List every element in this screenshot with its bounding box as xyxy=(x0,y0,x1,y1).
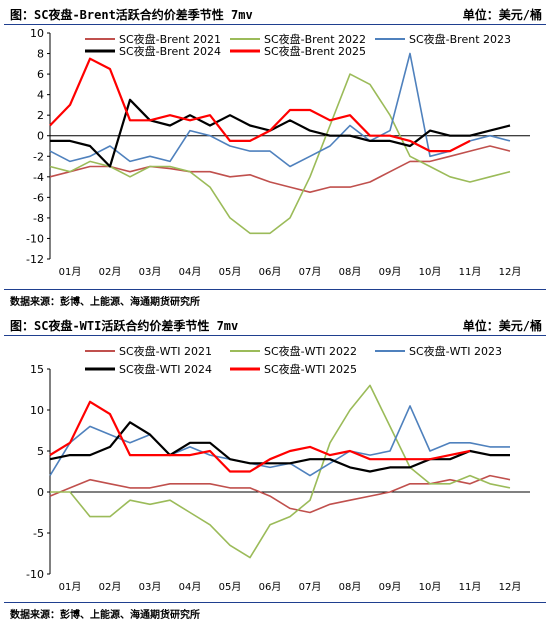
unit-label: 单位：美元/桶 xyxy=(463,6,542,23)
chart-panel-wti: 图：SC夜盘-WTI活跃合约价差季节性 7mv 单位：美元/桶 15 10 5 0 -5… xyxy=(0,311,550,622)
y-tick-label: -6 xyxy=(33,191,44,204)
y-tick-label: -12 xyxy=(26,253,44,266)
series-line xyxy=(50,54,510,167)
x-tick-label: 11月 xyxy=(459,266,482,278)
x-tick-label: 07月 xyxy=(299,581,322,593)
x-tick-label: 05月 xyxy=(219,581,242,593)
x-tick-label: 02月 xyxy=(99,581,122,593)
legend-label: SC夜盘-WTI 2024 xyxy=(119,362,212,376)
y-tick-label: -10 xyxy=(26,568,44,581)
x-tick-label: 12月 xyxy=(499,266,522,278)
x-tick-label: 10月 xyxy=(419,266,442,278)
legend-label: SC夜盘-WTI 2025 xyxy=(264,362,357,376)
legend-label: SC夜盘-Brent 2024 xyxy=(119,44,221,58)
y-tick-label: 10 xyxy=(30,404,44,417)
y-tick-label: -4 xyxy=(33,171,44,184)
y-tick-label: 6 xyxy=(37,68,44,81)
x-tick-label: 03月 xyxy=(139,581,162,593)
x-tick-label: 07月 xyxy=(299,266,322,278)
y-tick-label: -2 xyxy=(33,150,44,163)
series-line xyxy=(50,406,510,476)
series-line xyxy=(50,100,510,167)
y-tick-label: 4 xyxy=(37,89,44,102)
y-tick-label: -10 xyxy=(26,232,44,245)
y-tick-label: 5 xyxy=(37,445,44,458)
x-tick-label: 04月 xyxy=(179,581,202,593)
y-tick-label: 15 xyxy=(30,363,44,376)
seasonal-line-chart: 10 8 6 4 2 0 -2 -4 -6 -8 -10 -12 01月 02月 03月 04月 05月 06月 0… xyxy=(0,25,550,287)
source-note: 数据来源：彭博、上能源、海通期货研究所 xyxy=(10,606,200,621)
legend-label: SC夜盘-WTI 2022 xyxy=(264,344,357,358)
legend-label: SC夜盘-Brent 2021 xyxy=(119,32,221,46)
y-tick-label: 10 xyxy=(30,27,44,40)
legend-label: SC夜盘-Brent 2023 xyxy=(409,32,511,46)
y-tick-label: -5 xyxy=(33,527,44,540)
chart-panel-brent: 图：SC夜盘-Brent活跃合约价差季节性 7mv 单位：美元/桶 10 8 6 4 2… xyxy=(0,0,550,311)
source-bar: 数据来源：彭博、上能源、海通期货研究所 xyxy=(4,602,546,621)
x-tick-label: 09月 xyxy=(379,581,402,593)
title-bar: 图：SC夜盘-Brent活跃合约价差季节性 7mv 单位：美元/桶 xyxy=(4,4,546,25)
source-note: 数据来源：彭博、上能源、海通期货研究所 xyxy=(10,293,200,308)
x-tick-label: 11月 xyxy=(459,581,482,593)
chart-title: 图：SC夜盘-Brent活跃合约价差季节性 7mv xyxy=(10,6,253,23)
x-tick-label: 08月 xyxy=(339,581,362,593)
y-tick-label: -8 xyxy=(33,212,44,225)
series-line xyxy=(50,476,510,513)
x-tick-label: 02月 xyxy=(99,266,122,278)
unit-label: 单位：美元/桶 xyxy=(463,317,542,334)
x-tick-label: 08月 xyxy=(339,266,362,278)
chart-title: 图：SC夜盘-WTI活跃合约价差季节性 7mv xyxy=(10,317,238,334)
legend-label: SC夜盘-Brent 2025 xyxy=(264,44,366,58)
legend-label: SC夜盘-WTI 2023 xyxy=(409,344,502,358)
x-tick-label: 09月 xyxy=(379,266,402,278)
y-tick-label: 0 xyxy=(37,486,44,499)
series-line xyxy=(50,59,470,151)
x-tick-label: 06月 xyxy=(259,581,282,593)
legend-label: SC夜盘-Brent 2022 xyxy=(264,32,366,46)
x-tick-label: 04月 xyxy=(179,266,202,278)
seasonal-line-chart: 15 10 5 0 -5 -10 01月 02月 03月 04月 05月 06月 07月 08月 09月 10… xyxy=(0,336,550,600)
legend-label: SC夜盘-WTI 2021 xyxy=(119,344,212,358)
x-tick-label: 05月 xyxy=(219,266,242,278)
series-line xyxy=(50,385,510,557)
x-tick-label: 03月 xyxy=(139,266,162,278)
y-tick-label: 8 xyxy=(37,48,44,61)
x-tick-label: 06月 xyxy=(259,266,282,278)
y-tick-label: 0 xyxy=(37,130,44,143)
x-tick-label: 01月 xyxy=(59,581,82,593)
x-tick-label: 12月 xyxy=(499,581,522,593)
x-tick-label: 01月 xyxy=(59,266,82,278)
title-bar: 图：SC夜盘-WTI活跃合约价差季节性 7mv 单位：美元/桶 xyxy=(4,315,546,336)
source-bar: 数据来源：彭博、上能源、海通期货研究所 xyxy=(4,289,546,308)
y-tick-label: 2 xyxy=(37,109,44,122)
x-tick-label: 10月 xyxy=(419,581,442,593)
